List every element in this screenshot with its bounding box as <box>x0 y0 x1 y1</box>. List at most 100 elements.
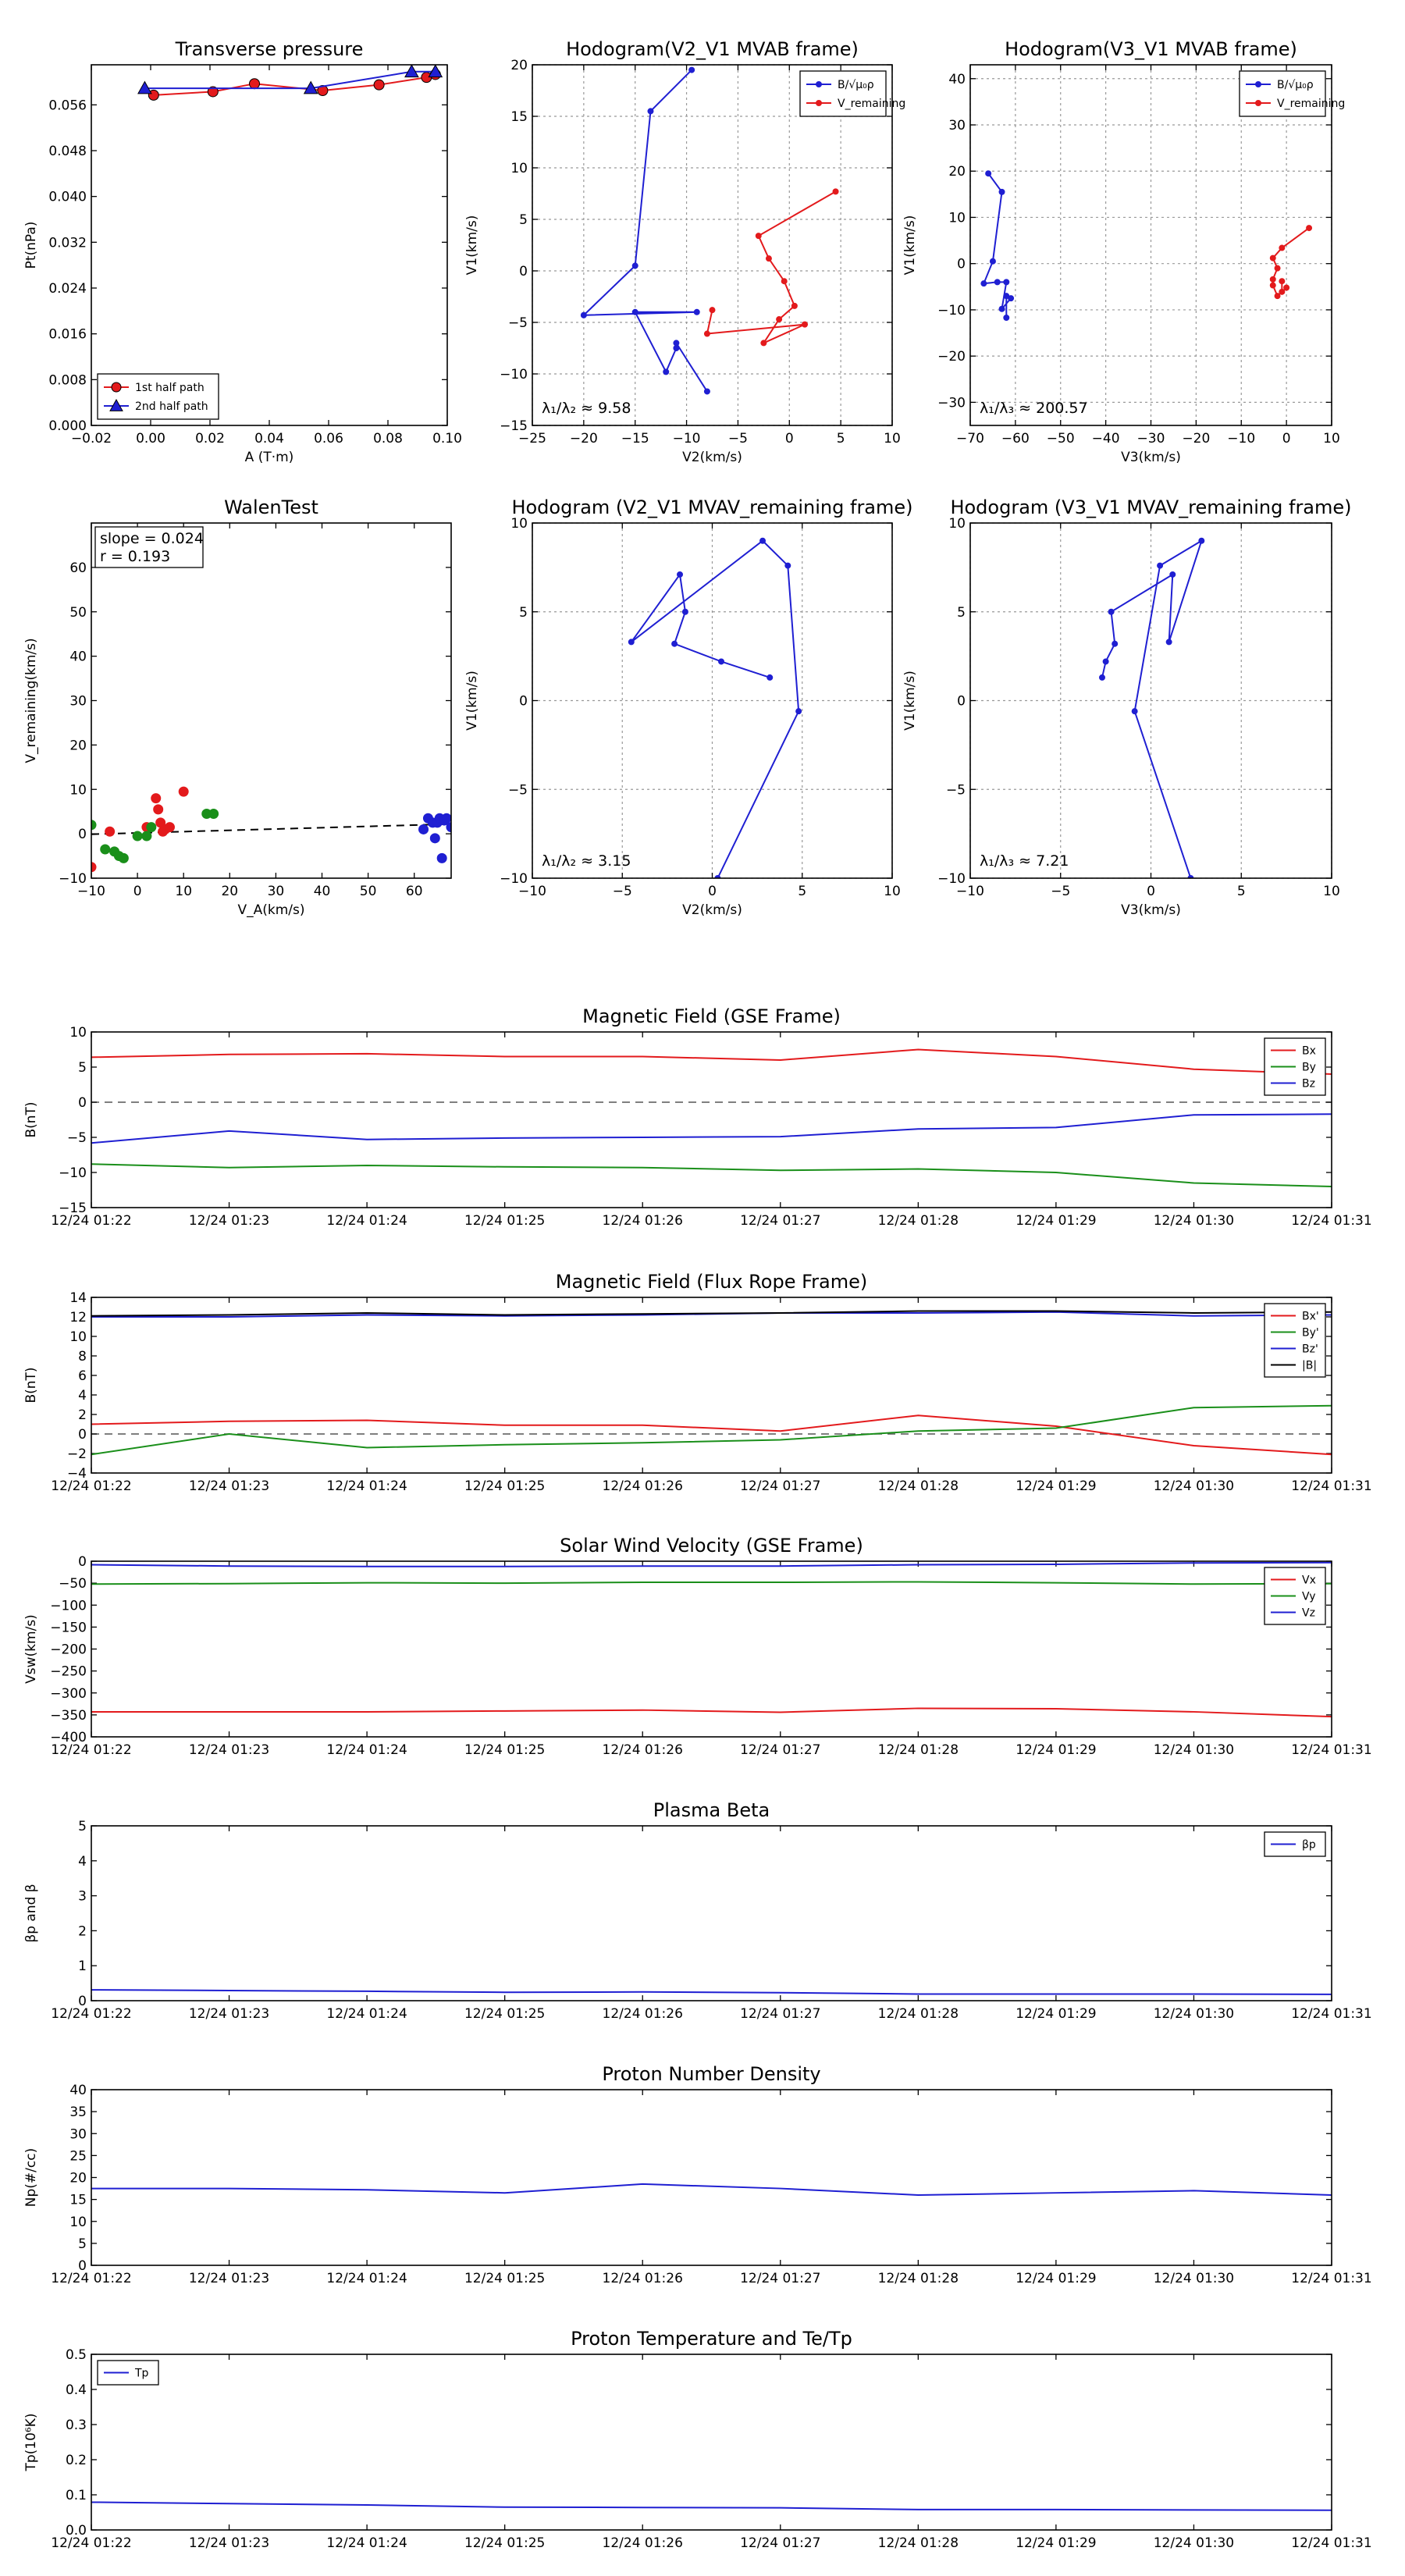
y-tick-label: 15 <box>510 109 528 125</box>
plot-area <box>580 66 839 395</box>
x-axis-label: V2(km/s) <box>682 902 742 918</box>
data-point <box>980 280 987 287</box>
chart-walen: WalenTest −10 0 10 20 30 40 50 60 −10 0 10 20 30 40 50 6… <box>23 496 452 918</box>
y-tick-label: 5 <box>78 1060 87 1076</box>
legend: 1st half path 2nd half path <box>97 373 219 420</box>
y-axis-label: V_remaining(km/s) <box>23 638 39 763</box>
data-point <box>709 307 716 314</box>
legend-label: V_remaining <box>1277 98 1345 110</box>
x-tick-label: −40 <box>1092 431 1120 447</box>
legend-label: Bx' <box>1302 1311 1319 1323</box>
y-tick-label: 0 <box>78 1554 87 1570</box>
y-tick-label: 2 <box>78 1923 87 1939</box>
y-tick-label: 50 <box>69 605 87 621</box>
legend-label: Vy <box>1302 1591 1316 1603</box>
plot-area <box>91 1310 1332 1456</box>
x-tick-label: 12/24 01:23 <box>189 1478 269 1494</box>
x-tick-label: 12/24 01:23 <box>189 1213 269 1229</box>
data-point <box>1187 875 1194 878</box>
y-tick-label: −200 <box>50 1642 87 1658</box>
plot-area <box>91 1048 1332 1187</box>
y-tick-label: −300 <box>50 1686 87 1702</box>
y-tick-label: 20 <box>69 2171 87 2186</box>
data-point <box>1157 562 1164 569</box>
y-tick-label: 5 <box>78 2236 87 2252</box>
plot-frame <box>91 522 452 879</box>
x-tick-label: −15 <box>621 431 649 447</box>
data-point <box>91 862 97 873</box>
x-tick-label: 12/24 01:23 <box>189 2535 269 2551</box>
data-point <box>703 330 710 337</box>
y-tick-label: 0 <box>957 257 966 272</box>
series-line-Vx <box>91 1707 1332 1718</box>
x-tick-label: 0 <box>708 884 717 899</box>
x-tick-label: 12/24 01:25 <box>464 2271 545 2286</box>
x-axis-label: V3(km/s) <box>1121 902 1181 918</box>
data-point <box>178 786 189 797</box>
series-line-βp <box>91 1989 1332 1995</box>
plot-frame <box>91 1031 1332 1208</box>
plot-area <box>137 64 443 101</box>
plot-area <box>91 1989 1332 1995</box>
x-tick-label: 12/24 01:26 <box>603 2006 683 2022</box>
y-tick-label: −5 <box>67 1130 87 1146</box>
legend-label: 1st half path <box>135 382 205 394</box>
data-point <box>765 255 772 262</box>
legend-marker <box>816 81 822 87</box>
y-tick-label: 0 <box>78 2258 87 2274</box>
legend: Tp <box>97 2360 159 2386</box>
x-tick-label: 12/24 01:22 <box>51 1478 131 1494</box>
plot-area <box>1098 537 1205 878</box>
plot-area <box>91 786 451 873</box>
x-tick-label: 12/24 01:28 <box>878 2271 959 2286</box>
x-tick-label: 12/24 01:30 <box>1154 1213 1234 1229</box>
legend-label: Tp <box>134 2368 149 2380</box>
y-tick-label: 10 <box>69 782 87 798</box>
y-tick-label: −150 <box>50 1620 87 1635</box>
chart-title: Magnetic Field (GSE Frame) <box>582 1005 841 1027</box>
x-tick-label: 10 <box>1323 884 1340 899</box>
data-point <box>1102 658 1109 665</box>
data-point <box>714 875 721 878</box>
y-axis-label: V1(km/s) <box>902 215 918 276</box>
x-tick-label: 10 <box>884 431 901 447</box>
y-tick-label: 0.000 <box>48 418 87 434</box>
y-tick-label: 40 <box>69 649 87 665</box>
y-tick-label: 0.1 <box>66 2488 87 2503</box>
stats-box <box>94 526 204 568</box>
data-point <box>429 833 440 844</box>
x-tick-label: 0.04 <box>254 431 284 447</box>
y-tick-label: 0.040 <box>48 190 87 205</box>
y-tick-label: −5 <box>946 782 966 798</box>
y-tick-label: 4 <box>78 1388 87 1404</box>
data-point <box>781 278 788 285</box>
x-tick-label: 12/24 01:25 <box>464 1478 545 1494</box>
x-tick-label: −0.02 <box>71 431 112 447</box>
x-tick-label: 5 <box>837 431 845 447</box>
x-axis-label: V_A(km/s) <box>237 902 304 918</box>
y-tick-label: 25 <box>69 2148 87 2164</box>
y-tick-label: 10 <box>948 210 966 226</box>
x-axis-label: V2(km/s) <box>682 450 742 465</box>
y-tick-label: −5 <box>508 315 528 331</box>
chart-title: Magnetic Field (Flux Rope Frame) <box>556 1271 867 1293</box>
x-tick-label: 12/24 01:29 <box>1016 1478 1096 1494</box>
data-point <box>693 308 700 315</box>
x-tick-label: −50 <box>1047 431 1075 447</box>
data-point <box>832 188 839 195</box>
y-axis-label: βp and β <box>23 1884 39 1942</box>
legend-label: 2nd half path <box>135 400 208 413</box>
legend-label: By <box>1302 1062 1316 1074</box>
x-tick-label: 12/24 01:31 <box>1291 1478 1371 1494</box>
data-point <box>436 852 447 863</box>
y-axis-label: Tp(10⁶K) <box>23 2413 39 2471</box>
data-point <box>404 64 419 78</box>
x-tick-label: 10 <box>175 884 192 899</box>
data-point <box>373 79 385 91</box>
y-tick-label: 6 <box>78 1368 87 1384</box>
plot-area <box>91 2183 1332 2197</box>
y-tick-label: 20 <box>510 58 528 73</box>
data-point <box>998 188 1005 195</box>
data-point <box>755 233 762 240</box>
x-tick-label: 12/24 01:22 <box>51 1213 131 1229</box>
